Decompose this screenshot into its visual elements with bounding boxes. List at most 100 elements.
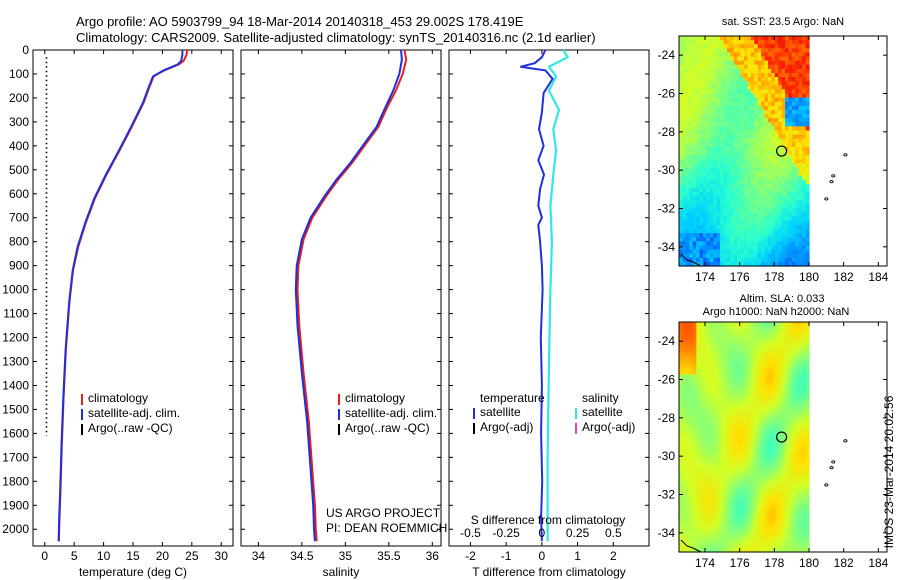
diff-legend-salinity-title: salinity bbox=[582, 391, 619, 405]
sst-map-field bbox=[679, 36, 810, 267]
climatology-temperature-line bbox=[57, 49, 189, 542]
salinity-xtick-label: 34.5 bbox=[290, 549, 314, 563]
pi-annotation: PI: DEAN ROEMMICH bbox=[326, 521, 447, 535]
difference-xtick-label: -1 bbox=[501, 549, 512, 563]
salinity-xlabel: salinity bbox=[323, 565, 360, 579]
depth-ytick-label: 1500 bbox=[2, 402, 29, 416]
depth-ytick-label: 2000 bbox=[2, 522, 29, 536]
salinity-diff-tick-label: -0.25 bbox=[492, 526, 520, 540]
salinity-diff-label: S difference from climatology bbox=[471, 513, 626, 527]
sla-map-xtick-label: 176 bbox=[730, 556, 750, 570]
temperature-xtick-label: 5 bbox=[71, 549, 78, 563]
sst-map-island bbox=[829, 180, 834, 184]
sst-map-island bbox=[843, 153, 848, 157]
sla-map-xtick-label: 180 bbox=[799, 556, 819, 570]
satellite-salinity-line bbox=[294, 49, 403, 542]
depth-ytick-label: 900 bbox=[9, 259, 29, 273]
sst-map-ytick-label: -34 bbox=[658, 240, 676, 254]
difference-xtick-label: -2 bbox=[465, 549, 476, 563]
sst-map-xtick-label: 176 bbox=[730, 270, 750, 284]
depth-ytick-label: 700 bbox=[9, 211, 29, 225]
salinity-legend-label: Argo(..raw -QC) bbox=[345, 421, 430, 435]
sst-map-xtick-label: 178 bbox=[764, 270, 784, 284]
temperature-diff-xlabel: T difference from climatology bbox=[472, 565, 626, 579]
diff-legend-salinity-label: Argo(-adj) bbox=[582, 420, 635, 434]
sla-map-ytick-label: -28 bbox=[658, 411, 676, 425]
difference-axes bbox=[448, 49, 650, 547]
sst-map-xtick-label: 180 bbox=[799, 270, 819, 284]
profile-title: Argo profile: AO 5903799_94 18-Mar-2014 … bbox=[76, 14, 524, 29]
sla-map-title: Altim. SLA: 0.033 bbox=[740, 293, 825, 305]
difference-xtick-label: 1 bbox=[574, 549, 581, 563]
sst-map-xtick-label: 174 bbox=[695, 270, 715, 284]
climatology-subtitle: Climatology: CARS2009. Satellite-adjuste… bbox=[76, 30, 596, 45]
sst-map-island bbox=[824, 197, 829, 201]
imos-timestamp: IMOS 23-Mar-2014 20:02:56 bbox=[882, 395, 896, 548]
temperature-xtick-label: 20 bbox=[156, 549, 170, 563]
depth-ytick-label: 400 bbox=[9, 139, 29, 153]
salinity-xtick-label: 35.5 bbox=[377, 549, 401, 563]
depth-ytick-label: 1400 bbox=[2, 378, 29, 392]
temperature-xtick-label: 10 bbox=[97, 549, 111, 563]
sla-map-xtick-label: 178 bbox=[764, 556, 784, 570]
sla-map-field bbox=[679, 322, 810, 553]
sst-map-xtick-label: 182 bbox=[834, 270, 854, 284]
temperature-xtick-label: 30 bbox=[215, 549, 229, 563]
depth-ytick-label: 1900 bbox=[2, 498, 29, 512]
sla-map-ytick-label: -32 bbox=[658, 488, 676, 502]
salinity-xtick-label: 35 bbox=[339, 549, 353, 563]
sst-map-coastline bbox=[680, 253, 702, 267]
sla-map-xtick-label: 174 bbox=[695, 556, 715, 570]
salinity-legend-label: climatology bbox=[345, 391, 405, 405]
diff-legend-salinity-label: satellite bbox=[582, 405, 623, 419]
temperature-legend-label: climatology bbox=[88, 391, 148, 405]
sla-map-coastline bbox=[680, 539, 702, 553]
sla-map-island bbox=[831, 460, 836, 464]
sst-map-ytick-label: -28 bbox=[658, 125, 676, 139]
depth-ytick-label: 200 bbox=[9, 91, 29, 105]
sla-map-island bbox=[843, 439, 848, 443]
sla-map-argo-marker bbox=[775, 431, 788, 443]
sla-map-ytick-label: -26 bbox=[658, 373, 676, 387]
temperature-legend-label: Argo(..raw -QC) bbox=[88, 421, 173, 435]
sla-map-axes bbox=[678, 321, 888, 553]
depth-ytick-label: 1000 bbox=[2, 283, 29, 297]
difference-xtick-label: 0 bbox=[539, 549, 546, 563]
diff-legend-temperature-title: temperature bbox=[480, 391, 545, 405]
climatology-salinity-line bbox=[296, 49, 408, 542]
depth-ytick-label: 1600 bbox=[2, 426, 29, 440]
sla-map-xtick-label: 184 bbox=[868, 556, 888, 570]
sst-map-title: sat. SST: 23.5 Argo: NaN bbox=[722, 16, 844, 28]
depth-ytick-label: 0 bbox=[22, 43, 29, 57]
temperature-diff-satellite-line bbox=[520, 49, 554, 542]
salinity-diff-tick-label: 0 bbox=[539, 526, 546, 540]
sst-map-axes bbox=[678, 35, 888, 267]
depth-ytick-label: 1800 bbox=[2, 474, 29, 488]
sst-map-argo-marker bbox=[775, 145, 788, 157]
sla-map-island bbox=[824, 483, 829, 487]
difference-xtick-label: 2 bbox=[610, 549, 617, 563]
temperature-xlabel: temperature (deg C) bbox=[79, 565, 187, 579]
salinity-xtick-label: 36 bbox=[426, 549, 440, 563]
depth-ytick-label: 1100 bbox=[3, 307, 29, 321]
salinity-diff-tick-label: -0.5 bbox=[460, 526, 481, 540]
sla-map-ytick-label: -30 bbox=[658, 449, 676, 463]
depth-ytick-label: 300 bbox=[9, 115, 29, 129]
depth-ytick-label: 1700 bbox=[2, 450, 29, 464]
sla-map-island bbox=[829, 466, 834, 470]
salinity-axes bbox=[240, 49, 442, 547]
sla-map-subtitle: Argo h1000: NaN h2000: NaN bbox=[703, 306, 850, 318]
depth-ytick-label: 1200 bbox=[2, 331, 29, 345]
temperature-legend-label: satellite-adj. clim. bbox=[88, 406, 180, 420]
salinity-diff-satellite-line bbox=[546, 49, 570, 542]
sst-map-ytick-label: -32 bbox=[658, 202, 676, 216]
temperature-xtick-label: 15 bbox=[126, 549, 140, 563]
sst-map-xtick-label: 184 bbox=[868, 270, 888, 284]
temperature-xtick-label: 0 bbox=[41, 549, 48, 563]
sla-map-ytick-label: -34 bbox=[658, 526, 676, 540]
depth-ytick-label: 100 bbox=[9, 67, 29, 81]
depth-ytick-label: 800 bbox=[9, 235, 29, 249]
project-annotation: US ARGO PROJECT bbox=[326, 506, 441, 520]
depth-ytick-label: 1300 bbox=[2, 354, 29, 368]
